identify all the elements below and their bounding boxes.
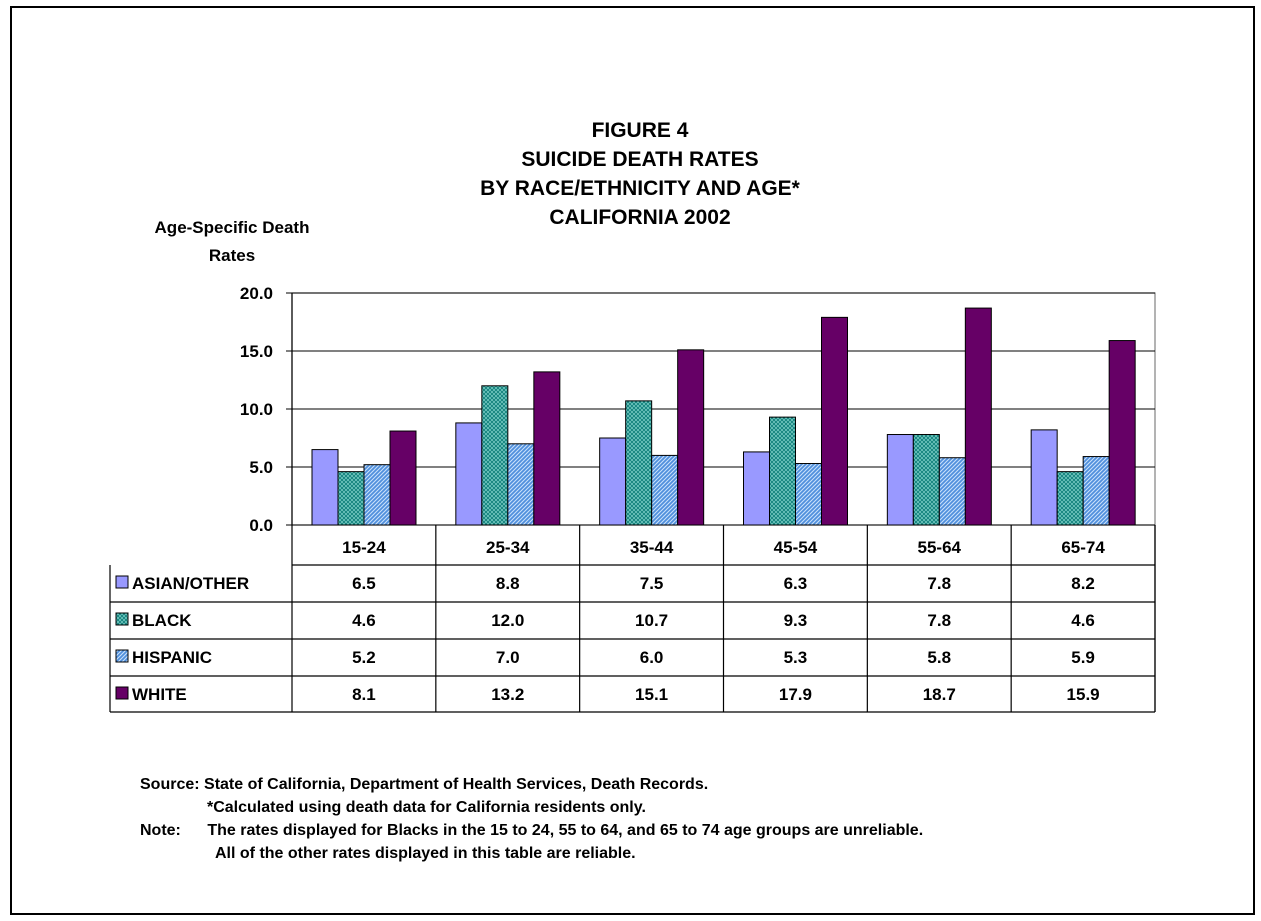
bar-hispanic-55-64 bbox=[938, 457, 966, 526]
bar-black-35-44 bbox=[625, 400, 653, 526]
bar-hispanic-45-54 bbox=[795, 463, 822, 526]
bar-black-45-54 bbox=[769, 416, 796, 526]
x-tick-label: 15-24 bbox=[342, 538, 386, 557]
bar-black-65-74 bbox=[1056, 471, 1084, 526]
data-label: 4.6 bbox=[352, 611, 376, 630]
bar-hispanic-65-74 bbox=[1082, 456, 1110, 526]
title-line: SUICIDE DEATH RATES bbox=[521, 148, 759, 171]
data-label: 7.5 bbox=[640, 574, 664, 593]
x-tick-label: 65-74 bbox=[1061, 538, 1105, 557]
bar-asian-other-25-34 bbox=[455, 422, 483, 526]
data-label: 7.8 bbox=[927, 574, 951, 593]
legend-label: HISPANIC bbox=[132, 648, 212, 667]
source-line: Source: State of California, Department … bbox=[140, 776, 709, 793]
y-tick-label: 15.0 bbox=[240, 342, 273, 361]
bar-white-65-74 bbox=[1108, 340, 1136, 526]
bar-asian-other-45-54 bbox=[743, 451, 770, 526]
y-tick-label: 20.0 bbox=[240, 284, 273, 303]
x-tick-label: 45-54 bbox=[774, 538, 818, 557]
legend-label: ASIAN/OTHER bbox=[132, 574, 249, 593]
data-label: 6.0 bbox=[640, 648, 664, 667]
title-line: FIGURE 4 bbox=[591, 119, 689, 142]
y-tick-label: 5.0 bbox=[249, 458, 273, 477]
data-label: 7.0 bbox=[496, 648, 520, 667]
bar-hispanic-25-34 bbox=[507, 443, 535, 526]
title-line: CALIFORNIA 2002 bbox=[549, 206, 731, 229]
data-label: 12.0 bbox=[491, 611, 524, 630]
data-label: 8.8 bbox=[496, 574, 520, 593]
bar-white-45-54 bbox=[821, 316, 848, 526]
data-label: 10.7 bbox=[635, 611, 668, 630]
data-label: 5.8 bbox=[927, 648, 951, 667]
bar-white-35-44 bbox=[677, 349, 705, 526]
bar-white-55-64 bbox=[964, 307, 992, 526]
bar-asian-other-55-64 bbox=[886, 434, 914, 526]
data-label: 8.1 bbox=[352, 685, 376, 704]
data-label: 15.9 bbox=[1067, 685, 1100, 704]
legend-swatch bbox=[115, 686, 129, 700]
bar-asian-other-65-74 bbox=[1030, 429, 1058, 526]
data-label: 6.3 bbox=[784, 574, 808, 593]
bar-asian-other-35-44 bbox=[599, 437, 627, 526]
y-tick-label: 0.0 bbox=[249, 516, 273, 535]
data-label: 5.3 bbox=[784, 648, 808, 667]
legend-swatch bbox=[115, 575, 129, 589]
bar-black-15-24 bbox=[337, 471, 365, 526]
legend-label: BLACK bbox=[132, 611, 192, 630]
bar-asian-other-15-24 bbox=[311, 449, 339, 526]
y-axis-label: Age-Specific Death Rates bbox=[154, 218, 310, 265]
data-label: 5.2 bbox=[352, 648, 376, 667]
data-label: 15.1 bbox=[635, 685, 668, 704]
bar-white-25-34 bbox=[533, 371, 561, 526]
data-label: 6.5 bbox=[352, 574, 376, 593]
x-tick-label: 35-44 bbox=[630, 538, 674, 557]
data-label: 7.8 bbox=[927, 611, 951, 630]
footnotes: Source: State of California, Department … bbox=[140, 773, 923, 865]
bar-white-15-24 bbox=[389, 430, 417, 526]
x-tick-label: 25-34 bbox=[486, 538, 530, 557]
figure-frame bbox=[10, 6, 1255, 915]
data-label: 18.7 bbox=[923, 685, 956, 704]
bar-black-25-34 bbox=[481, 385, 509, 526]
bar-hispanic-35-44 bbox=[651, 454, 679, 526]
bar-hispanic-15-24 bbox=[363, 464, 391, 526]
data-label: 5.9 bbox=[1071, 648, 1095, 667]
chart-title: FIGURE 4 SUICIDE DEATH RATES BY RACE/ETH… bbox=[380, 116, 900, 232]
note-line: Note: The rates displayed for Blacks in … bbox=[140, 822, 924, 839]
legend-swatch bbox=[115, 649, 129, 663]
data-label: 8.2 bbox=[1071, 574, 1095, 593]
bar-black-55-64 bbox=[912, 434, 940, 526]
calc-note: *Calculated using death data for Califor… bbox=[207, 799, 646, 816]
legend-label: WHITE bbox=[132, 685, 187, 704]
x-tick-label: 55-64 bbox=[918, 538, 962, 557]
data-label: 13.2 bbox=[491, 685, 524, 704]
legend-swatch bbox=[115, 612, 129, 626]
data-label: 4.6 bbox=[1071, 611, 1095, 630]
note-line-2: All of the other rates displayed in this… bbox=[215, 845, 636, 862]
y-tick-label: 10.0 bbox=[240, 400, 273, 419]
title-line: BY RACE/ETHNICITY AND AGE* bbox=[480, 177, 800, 200]
data-label: 17.9 bbox=[779, 685, 812, 704]
data-label: 9.3 bbox=[784, 611, 808, 630]
